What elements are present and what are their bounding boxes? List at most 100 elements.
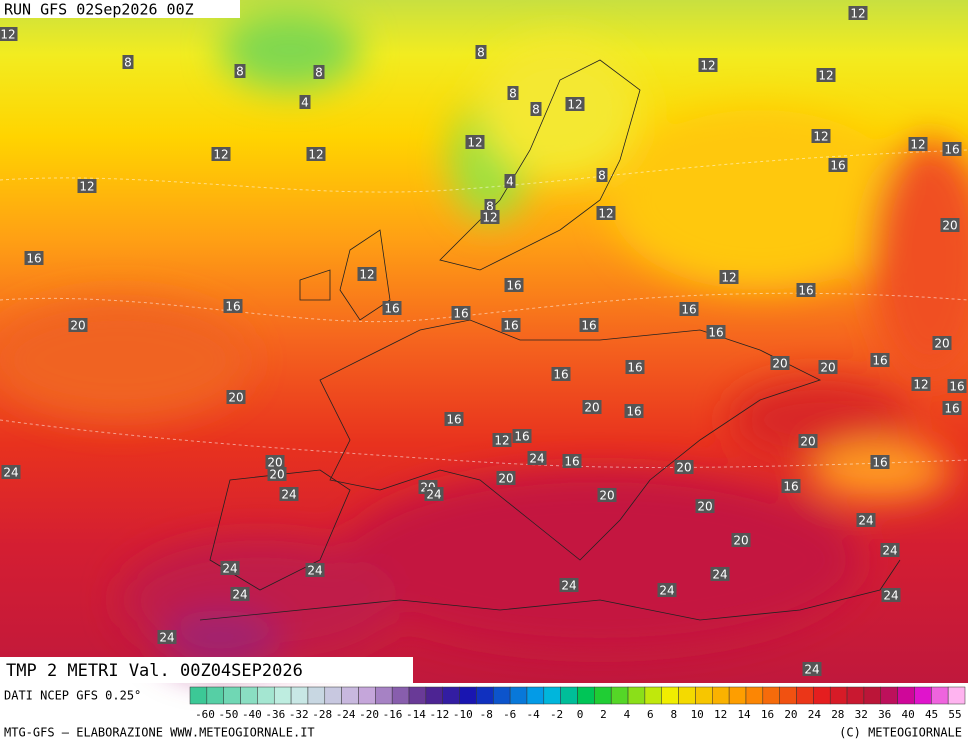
label-box [932, 336, 952, 350]
contour-label: 24 [883, 589, 898, 603]
label-box [731, 533, 751, 547]
footer-left: MTG-GFS — ELABORAZIONE WWW.METEOGIORNALE… [4, 726, 315, 740]
label-box [679, 302, 699, 316]
swatch [644, 686, 662, 705]
label-box [947, 379, 967, 393]
label-box [710, 567, 730, 581]
swatch [526, 686, 545, 705]
label-box [475, 45, 487, 59]
label-box [1, 465, 21, 479]
contour-label: 24 [222, 562, 237, 576]
bar-tick-label: -4 [527, 708, 541, 721]
label-box [798, 434, 818, 448]
bar-tick-label: -28 [312, 708, 332, 721]
contour-label: 20 [269, 468, 284, 482]
swatch [543, 686, 561, 705]
swatch [661, 686, 679, 705]
swatch [442, 686, 460, 705]
label-box [465, 135, 485, 149]
contour-label: 16 [830, 159, 845, 173]
bar-tick-label: -32 [289, 708, 309, 721]
label-box [582, 400, 602, 414]
contour-label: 12 [467, 136, 482, 150]
contour-label: 20 [772, 357, 787, 371]
contour-label: 20 [820, 361, 835, 375]
bar-tick-label: -10 [453, 708, 473, 721]
contour-label: 20 [498, 472, 513, 486]
bar-tick-label: -8 [480, 708, 493, 721]
contour-label: 24 [3, 466, 18, 480]
bar-tick-label: -40 [242, 708, 262, 721]
contour-label: 24 [307, 564, 322, 578]
contour-label: 24 [159, 631, 174, 645]
contour-label: 8 [124, 56, 132, 70]
contour-label: 12 [308, 148, 323, 162]
contour-label: 20 [800, 435, 815, 449]
contour-label: 24 [281, 488, 296, 502]
bar-tick-label: 45 [925, 708, 938, 721]
contour-label: 16 [872, 456, 887, 470]
label-box [596, 168, 608, 182]
label-box [265, 455, 285, 469]
contour-label: 20 [599, 489, 614, 503]
bar-tick-label: -16 [383, 708, 403, 721]
label-box [492, 433, 512, 447]
title-box [0, 657, 413, 683]
contour-label: 16 [581, 319, 596, 333]
label-box [881, 588, 901, 602]
swatch [829, 686, 848, 705]
label-box [911, 377, 931, 391]
contour-label: 20 [697, 500, 712, 514]
contour-label: 24 [858, 514, 873, 528]
swatch [846, 686, 865, 705]
contour-label: 20 [942, 219, 957, 233]
bar-tick-label: 20 [784, 708, 797, 721]
swatch [324, 686, 342, 705]
label-box [451, 306, 471, 320]
contour-label: 20 [676, 461, 691, 475]
contour-label: 12 [721, 271, 736, 285]
swatch [931, 686, 949, 705]
contour-label: 24 [232, 588, 247, 602]
label-box [77, 179, 97, 193]
contour-label: 12 [567, 98, 582, 112]
run-box [0, 0, 240, 18]
contour-label: 16 [783, 480, 798, 494]
label-box [802, 662, 822, 676]
swatch [358, 686, 376, 705]
swatch [273, 686, 292, 705]
swatch [206, 686, 224, 705]
bar-tick-label: 12 [714, 708, 727, 721]
swatch [594, 686, 612, 705]
contour-label: 8 [532, 103, 540, 117]
contour-label: 12 [494, 434, 509, 448]
label-box [597, 488, 617, 502]
contour-label: 8 [509, 87, 517, 101]
swatch [257, 686, 275, 705]
label-box [501, 318, 521, 332]
swatch [493, 686, 511, 705]
contour-label: 16 [872, 354, 887, 368]
swatch [509, 686, 528, 705]
source-label: DATI NCEP GFS 0.25° [4, 689, 141, 703]
contour-label: 8 [236, 65, 244, 79]
swatch [240, 686, 258, 705]
contour-label: 12 [850, 7, 865, 21]
contour-label: 16 [627, 361, 642, 375]
swatch [425, 686, 443, 705]
bar-tick-label: 10 [691, 708, 704, 721]
label-box [870, 353, 890, 367]
label-box [818, 360, 838, 374]
label-box [579, 318, 599, 332]
label-box [306, 147, 326, 161]
contour-label: 24 [561, 579, 576, 593]
bar-tick-label: 36 [878, 708, 891, 721]
bar-tick-label: -60 [195, 708, 215, 721]
label-box [942, 142, 962, 156]
label-box [512, 429, 532, 443]
bar-tick-label: -2 [550, 708, 563, 721]
contour-label: 16 [446, 413, 461, 427]
bar-tick-label: 28 [831, 708, 844, 721]
contour-label: 16 [506, 279, 521, 293]
